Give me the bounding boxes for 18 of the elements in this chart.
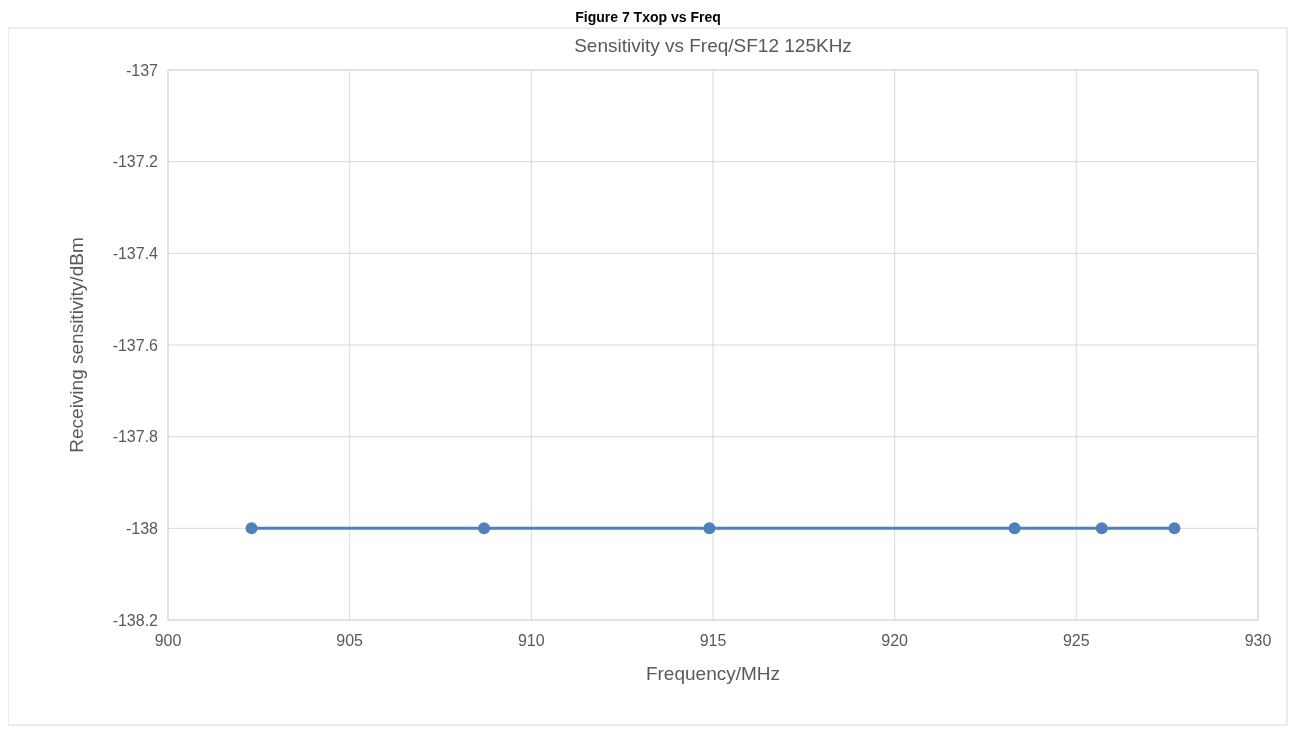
y-tick-label: -137.6 (112, 336, 159, 354)
x-tick-label: 900 (154, 632, 182, 649)
chart-title: Sensitivity vs Freq/SF12 125KHz (574, 35, 852, 56)
y-tick-label: -137.2 (112, 153, 159, 171)
caption: Figure 7 Txop vs Freq (575, 9, 721, 25)
x-tick-label: 905 (336, 632, 364, 649)
x-tick-label: 910 (517, 632, 545, 649)
x-tick-label: 920 (881, 632, 909, 649)
y-tick-label: -137.8 (112, 428, 159, 446)
y-tick-label: -138 (125, 519, 159, 537)
x-tick-label: 915 (699, 632, 727, 649)
x-tick-label: 930 (1244, 632, 1272, 649)
y-tick-label: -137.4 (112, 244, 159, 262)
y-tick-label: -137 (125, 61, 159, 79)
x-axis-title: Frequency/MHz (645, 663, 781, 684)
x-tick-label: 925 (1062, 632, 1090, 649)
y-axis-title: Receiving sensitivity/dBm (66, 237, 87, 453)
y-tick-label: -138.2 (112, 611, 159, 629)
